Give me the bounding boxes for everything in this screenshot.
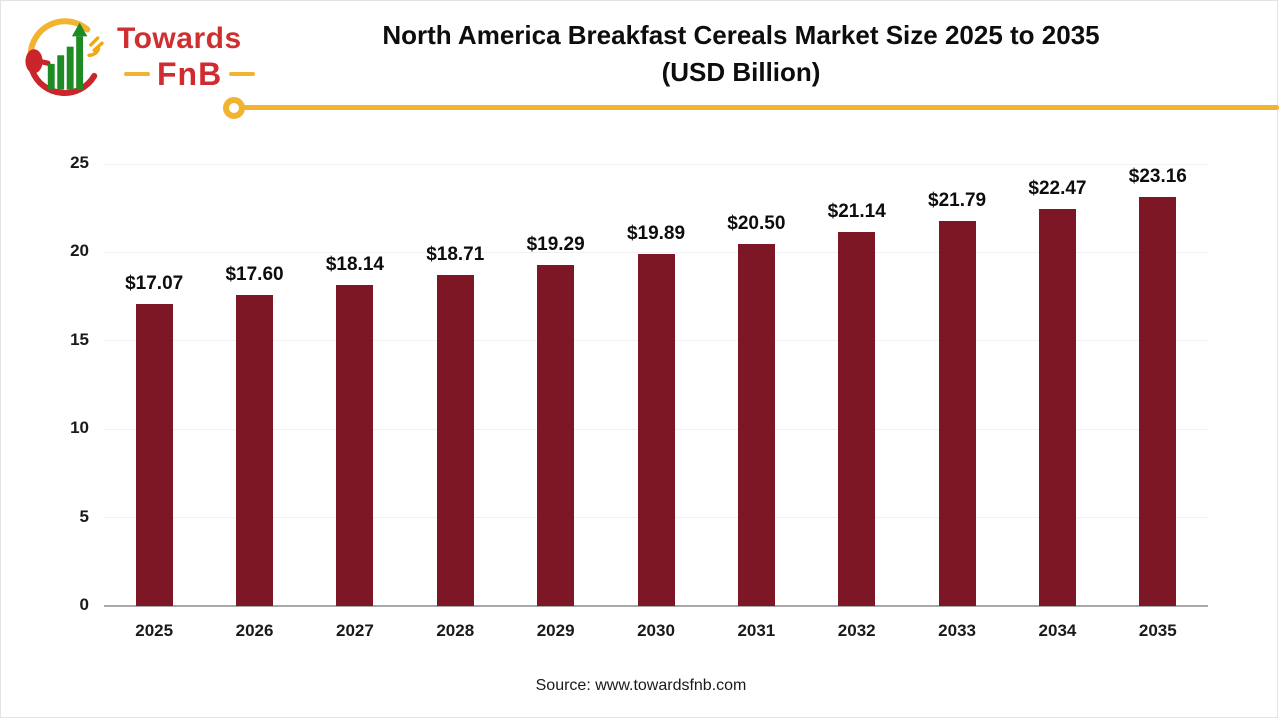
bar-2027 xyxy=(336,285,374,606)
bar-2031 xyxy=(737,243,775,606)
bar-2033 xyxy=(938,220,976,606)
towardsfnb-emblem-icon xyxy=(25,18,104,96)
bar-2035 xyxy=(1139,196,1177,606)
bar-value-label-2035: $23.16 xyxy=(1128,165,1187,187)
x-axis-tick-2029: 2029 xyxy=(536,621,575,640)
bar-value-label-2027: $18.14 xyxy=(325,254,384,276)
x-axis-tick-2035: 2035 xyxy=(1138,621,1177,640)
title-divider-line xyxy=(234,105,1279,110)
bar-value-label-2031: $20.50 xyxy=(727,212,786,234)
bar-value-label-2034: $22.47 xyxy=(1028,177,1087,199)
logo-fnb-row: FnB xyxy=(117,58,262,90)
source-text: Source: www.towardsfnb.com xyxy=(535,677,747,694)
bar-value-label-2029: $19.29 xyxy=(526,233,585,255)
logo-left-dash xyxy=(124,72,150,76)
bar-value-label-2030: $19.89 xyxy=(626,223,686,245)
bar-2030 xyxy=(637,254,675,606)
x-axis-line xyxy=(104,605,1208,607)
bar-2028 xyxy=(436,275,474,606)
bar-2029 xyxy=(537,264,575,606)
y-axis-tick-10: 10 xyxy=(70,418,89,438)
bar-value-label-2032: $21.14 xyxy=(827,201,886,223)
bar-value-label-2026: $17.60 xyxy=(225,263,284,285)
bar-2026 xyxy=(236,294,274,606)
y-axis-tick-25: 25 xyxy=(70,153,89,172)
bar-value-label-2033: $21.79 xyxy=(928,189,987,211)
x-axis-tick-2026: 2026 xyxy=(235,621,274,640)
x-axis-tick-2033: 2033 xyxy=(938,621,976,640)
towardsfnb-logo: Towards FnB xyxy=(19,11,256,103)
y-axis-tick-0: 0 xyxy=(79,595,89,614)
bar-2032 xyxy=(838,232,876,606)
x-axis-tick-2032: 2032 xyxy=(837,621,876,640)
gridline-25 xyxy=(104,163,1208,165)
logo-towards-label: Towards xyxy=(117,22,242,55)
bar-value-label-2028: $18.71 xyxy=(426,244,485,266)
chart-title-line1: North America Breakfast Cereals Market S… xyxy=(382,20,1100,50)
y-axis-tick-5: 5 xyxy=(79,506,89,526)
x-axis-tick-2030: 2030 xyxy=(637,621,675,640)
x-axis-tick-2031: 2031 xyxy=(737,621,776,640)
x-axis-tick-2025: 2025 xyxy=(135,621,174,640)
bar-2034 xyxy=(1038,208,1076,606)
logo-text: Towards FnB xyxy=(117,24,262,90)
y-axis-tick-15: 15 xyxy=(70,329,89,349)
gridline-20 xyxy=(104,251,1208,253)
x-axis-tick-2028: 2028 xyxy=(436,621,475,640)
x-axis-tick-2027: 2027 xyxy=(335,621,374,640)
bar-2025 xyxy=(135,304,173,606)
x-axis-tick-2034: 2034 xyxy=(1038,621,1077,640)
logo-right-dash xyxy=(229,72,256,76)
y-axis-tick-20: 20 xyxy=(70,241,89,261)
logo-fnb-label: FnB xyxy=(157,56,223,92)
title-divider-ring-icon xyxy=(223,97,245,119)
chart-title: North America Breakfast Cereals Market S… xyxy=(251,17,1231,91)
bar-value-label-2025: $17.07 xyxy=(125,273,184,295)
chart-title-line2: (USD Billion) xyxy=(661,57,821,87)
